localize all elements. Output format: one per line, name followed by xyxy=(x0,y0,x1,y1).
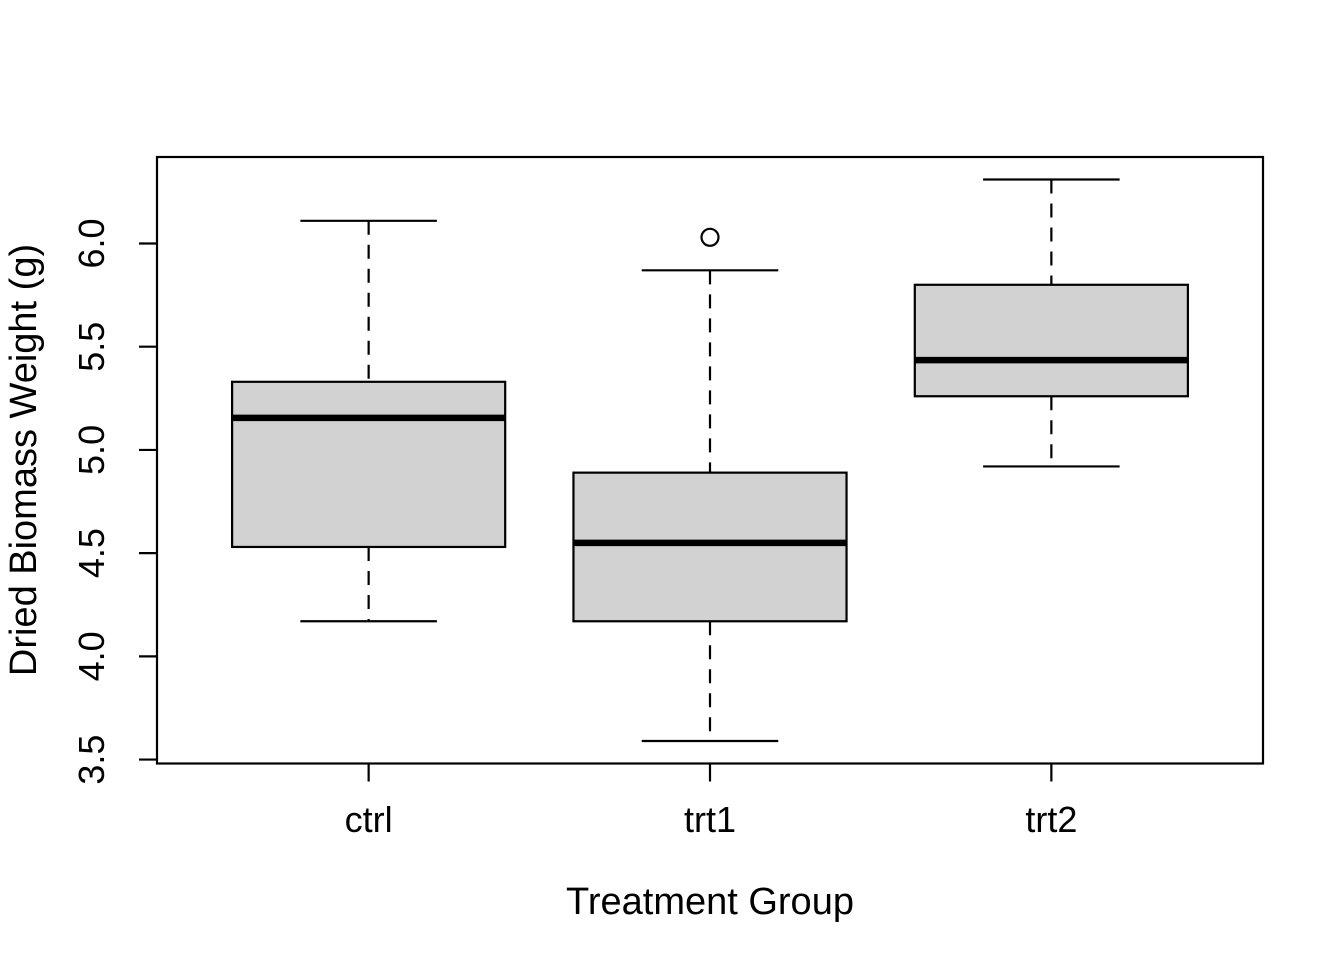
outlier-point xyxy=(700,227,720,247)
y-axis-title: Dried Biomass Weight (g) xyxy=(3,244,45,676)
y-tick-label: 6.0 xyxy=(71,218,112,268)
iqr-box-trt1 xyxy=(572,471,848,623)
x-tick-label: ctrl xyxy=(345,799,393,840)
x-tick-label: trt2 xyxy=(1025,799,1077,840)
y-tick-label: 3.5 xyxy=(71,735,112,785)
y-tick-label: 4.0 xyxy=(71,631,112,681)
y-tick-label: 5.0 xyxy=(71,425,112,475)
y-tick-label: 5.5 xyxy=(71,322,112,372)
x-axis-title: Treatment Group xyxy=(566,881,854,923)
iqr-box-ctrl xyxy=(230,380,507,549)
iqr-box-trt2 xyxy=(913,283,1190,398)
x-tick-label: trt1 xyxy=(684,799,736,840)
y-tick-label: 4.5 xyxy=(71,528,112,578)
